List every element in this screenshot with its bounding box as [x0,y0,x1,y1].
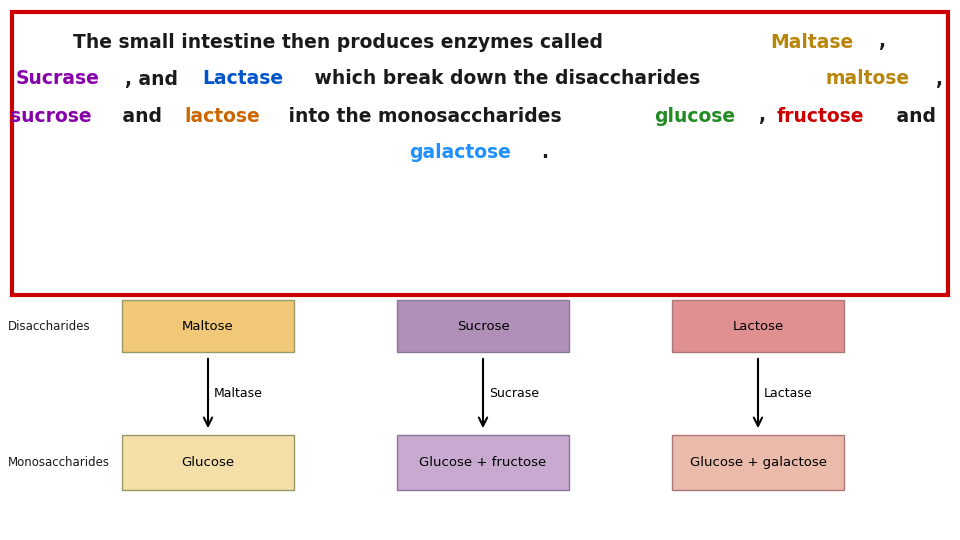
FancyBboxPatch shape [672,300,844,352]
Text: Glucose + fructose: Glucose + fructose [420,456,546,469]
Text: Maltose: Maltose [182,320,234,333]
Text: Sucrase: Sucrase [16,70,100,89]
Text: which break down the disaccharides: which break down the disaccharides [307,70,707,89]
Text: Lactase: Lactase [764,387,812,400]
Text: The small intestine then produces enzymes called: The small intestine then produces enzyme… [73,32,610,51]
FancyBboxPatch shape [672,435,844,490]
Text: ,: , [935,70,942,89]
Text: Glucose + galactose: Glucose + galactose [689,456,827,469]
Text: glucose: glucose [654,106,735,125]
Text: ,: , [759,106,773,125]
Text: and: and [116,106,168,125]
Text: , and: , and [125,70,184,89]
Text: Monosaccharides: Monosaccharides [8,456,110,469]
FancyBboxPatch shape [12,12,948,295]
FancyBboxPatch shape [397,300,569,352]
FancyBboxPatch shape [397,435,569,490]
Text: lactose: lactose [184,106,260,125]
Text: Sucrose: Sucrose [457,320,510,333]
Text: sucrose: sucrose [10,106,91,125]
Text: Maltase: Maltase [214,387,263,400]
Text: Lactase: Lactase [203,70,283,89]
Text: ,: , [877,32,885,51]
Text: Sucrase: Sucrase [489,387,539,400]
Text: Disaccharides: Disaccharides [8,320,90,333]
Text: galactose: galactose [409,143,511,161]
Text: maltose: maltose [826,70,910,89]
Text: fructose: fructose [777,106,864,125]
Text: into the monosaccharides: into the monosaccharides [282,106,568,125]
Text: .: . [541,143,548,161]
Text: Glucose: Glucose [181,456,234,469]
FancyBboxPatch shape [122,435,294,490]
FancyBboxPatch shape [122,300,294,352]
Text: Maltase: Maltase [770,32,853,51]
Text: and: and [891,106,936,125]
Text: Lactose: Lactose [732,320,783,333]
